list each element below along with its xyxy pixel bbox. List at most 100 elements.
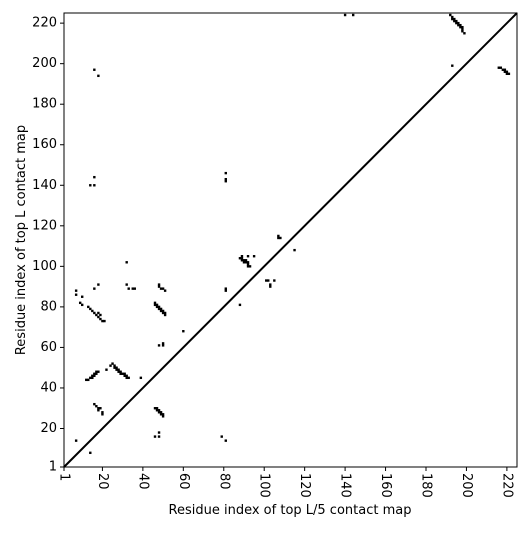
contact-point xyxy=(97,315,100,319)
contact-point xyxy=(133,287,136,290)
y-tick-label: 1 xyxy=(49,460,57,475)
contact-point xyxy=(97,370,100,373)
contact-point xyxy=(277,234,280,238)
x-tick-label: 40 xyxy=(135,473,150,490)
y-tick-label: 60 xyxy=(40,340,57,355)
contact-point xyxy=(461,28,464,31)
y-tick-label: 140 xyxy=(32,178,57,193)
contact-point xyxy=(125,374,128,377)
contact-point xyxy=(89,307,92,311)
contact-point xyxy=(238,257,242,260)
contact-point xyxy=(277,236,280,240)
contact-point xyxy=(503,68,507,71)
contact-point xyxy=(101,411,104,414)
contact-point xyxy=(351,13,355,17)
contact-point xyxy=(93,184,96,187)
contact-point xyxy=(246,265,250,268)
contact-point xyxy=(153,301,157,305)
contact-point xyxy=(161,287,165,290)
contact-point xyxy=(163,313,167,317)
contact-point xyxy=(89,376,92,380)
contact-point xyxy=(97,409,100,412)
contact-point xyxy=(125,376,128,380)
contact-point xyxy=(113,364,116,367)
contact-point xyxy=(161,413,165,416)
contact-point xyxy=(182,330,185,333)
contact-point xyxy=(505,72,509,76)
contact-point xyxy=(95,313,98,317)
contact-point xyxy=(499,66,503,69)
y-tick-label: 20 xyxy=(40,421,57,436)
contact-point xyxy=(269,285,272,288)
contact-point xyxy=(453,19,456,23)
contact-point xyxy=(89,184,92,187)
contact-point xyxy=(265,279,268,282)
x-tick-label: 140 xyxy=(338,473,353,498)
contact-point xyxy=(97,407,100,410)
y-axis-label: Residue index of top L contact map xyxy=(14,125,29,355)
contact-point xyxy=(455,19,458,23)
contact-point xyxy=(451,64,454,67)
contact-point xyxy=(244,261,248,264)
contact-point xyxy=(161,311,165,315)
contact-point xyxy=(91,309,94,313)
contact-point xyxy=(99,317,102,321)
contact-point xyxy=(101,413,104,416)
y-tick-label: 220 xyxy=(32,16,57,31)
contact-point xyxy=(505,70,509,73)
contact-point xyxy=(97,74,100,78)
contact-point xyxy=(343,13,347,17)
y-tick-label: 100 xyxy=(32,259,57,274)
contact-point xyxy=(269,283,272,286)
contact-point xyxy=(244,259,248,262)
contact-point xyxy=(157,431,161,434)
y-tick-label: 200 xyxy=(32,56,57,71)
contact-point xyxy=(117,368,120,371)
contact-point xyxy=(159,411,163,414)
contact-point xyxy=(457,23,460,27)
contact-point xyxy=(273,279,276,282)
x-tick-label: 160 xyxy=(378,473,393,498)
contact-point xyxy=(78,301,82,305)
contact-point xyxy=(91,374,94,377)
contact-point xyxy=(131,287,134,290)
contact-point xyxy=(91,376,94,380)
contact-point xyxy=(121,372,124,375)
contact-point xyxy=(449,13,452,17)
x-tick-label: 80 xyxy=(216,473,231,490)
contact-point xyxy=(459,23,462,27)
contact-point xyxy=(501,68,505,71)
y-tick-label: 80 xyxy=(40,299,57,314)
contact-point xyxy=(95,372,98,375)
contact-point xyxy=(139,376,143,380)
contact-point xyxy=(224,287,227,290)
contact-point xyxy=(93,68,96,71)
contact-point xyxy=(125,283,128,286)
contact-point xyxy=(246,261,250,264)
contact-point xyxy=(463,32,466,35)
contact-point xyxy=(157,344,161,347)
contact-point xyxy=(157,307,161,311)
contact-point xyxy=(267,279,270,282)
contact-point xyxy=(497,66,500,69)
contact-point xyxy=(248,265,252,268)
contact-point xyxy=(93,374,96,377)
contact-point xyxy=(127,376,130,380)
contact-point xyxy=(224,289,227,292)
contact-point xyxy=(246,255,250,258)
contact-point xyxy=(163,311,167,315)
x-tick-label: 180 xyxy=(418,473,433,498)
contact-point xyxy=(238,303,242,307)
contact-point xyxy=(224,180,227,183)
contact-point xyxy=(153,407,157,410)
contact-point xyxy=(157,411,161,414)
contact-point xyxy=(279,236,282,240)
contact-point xyxy=(95,404,98,408)
contact-point xyxy=(109,364,112,367)
contact-point xyxy=(93,175,96,179)
contact-point xyxy=(161,344,165,347)
contact-point xyxy=(159,309,163,313)
contact-point xyxy=(97,283,100,286)
contact-point xyxy=(159,287,163,290)
